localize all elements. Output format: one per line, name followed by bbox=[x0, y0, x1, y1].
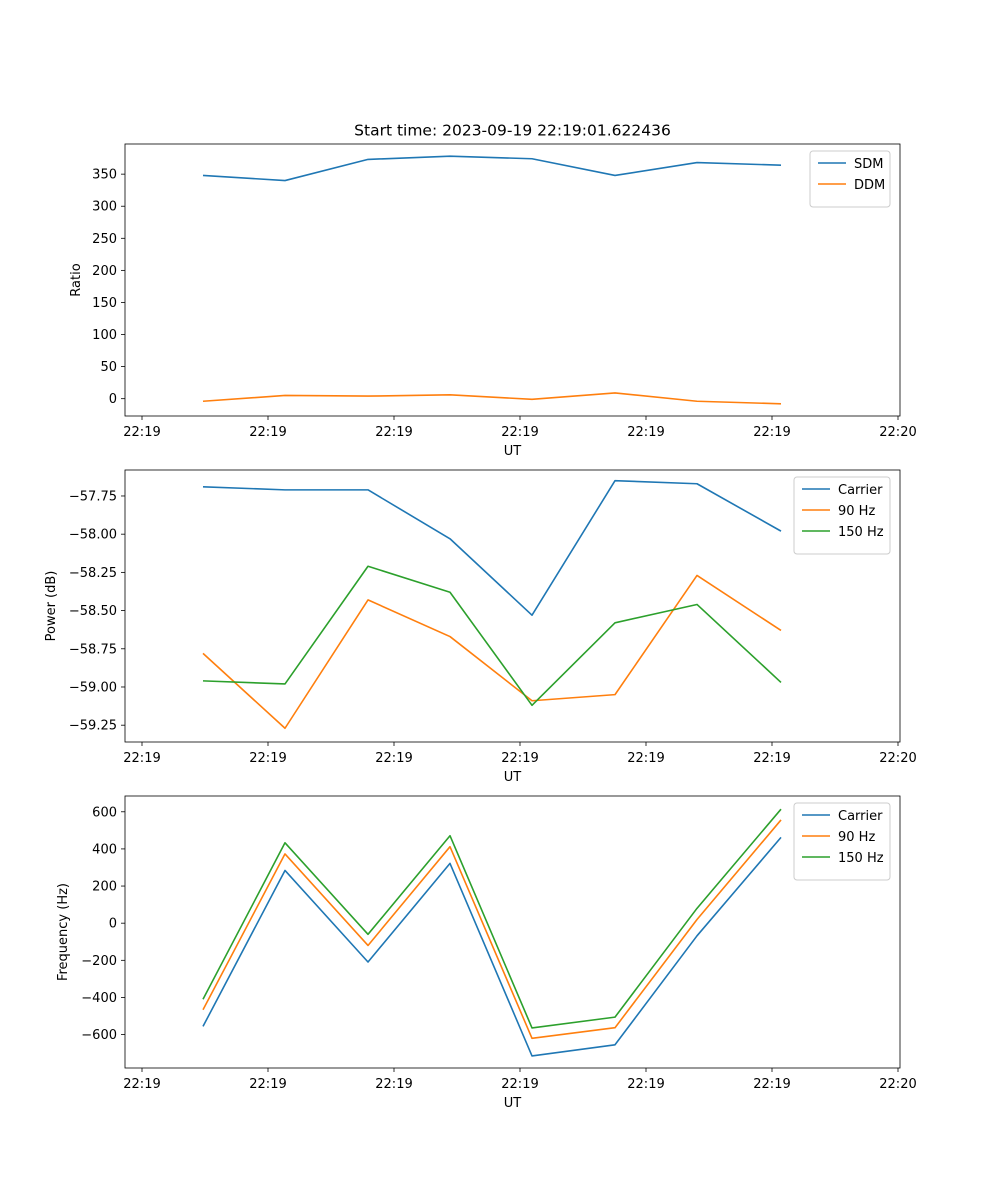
x-tick-label: 22:19 bbox=[375, 425, 412, 440]
chart-panel-3: 22:19 22:19 22:19 22:19 22:19 22:19 22:20 600 40… bbox=[56, 795, 917, 1111]
chart-title: Start time: 2023-09-19 22:19:01.622436 bbox=[354, 122, 671, 140]
legend-entry: DDM bbox=[854, 178, 885, 193]
legend bbox=[793, 476, 891, 555]
y-tick-label: 0 bbox=[109, 392, 117, 407]
y-axis-label: Ratio bbox=[69, 263, 84, 296]
legend-entry: Carrier bbox=[838, 809, 883, 824]
y-axis-label: Frequency (Hz) bbox=[56, 883, 71, 981]
plot-area-frame bbox=[124, 795, 901, 1069]
y-tick-label: −400 bbox=[81, 991, 117, 1006]
y-tick-label: 250 bbox=[92, 232, 117, 247]
x-tick-label: 22:19 bbox=[501, 425, 538, 440]
x-tick-label: 22:20 bbox=[879, 425, 916, 440]
y-tick-label: −57.75 bbox=[69, 489, 117, 504]
series-line-sdm bbox=[202, 155, 782, 182]
x-tick-label: 22:19 bbox=[249, 751, 286, 766]
y-tick-label: 400 bbox=[92, 842, 117, 857]
legend-entry: 150 Hz bbox=[838, 525, 884, 540]
legend-entry: 90 Hz bbox=[838, 504, 875, 519]
y-tick-label: −58.25 bbox=[69, 566, 117, 581]
x-tick-label: 22:19 bbox=[501, 1077, 538, 1092]
series-line-150-hz bbox=[202, 808, 782, 1029]
y-tick-label: 0 bbox=[109, 917, 117, 932]
x-tick-label: 22:19 bbox=[123, 425, 160, 440]
y-tick-label: −200 bbox=[81, 954, 117, 969]
series-line-ddm bbox=[202, 392, 782, 405]
y-tick-label: −600 bbox=[81, 1028, 117, 1043]
x-tick-label: 22:19 bbox=[627, 751, 664, 766]
y-tick-label: −58.50 bbox=[69, 604, 117, 619]
x-tick-label: 22:19 bbox=[375, 1077, 412, 1092]
legend bbox=[793, 802, 891, 881]
x-axis-label: UT bbox=[504, 1096, 522, 1111]
y-tick-label: 200 bbox=[92, 880, 117, 895]
chart-panel-2: 22:19 22:19 22:19 22:19 22:19 22:19 22:20 −57.7… bbox=[44, 469, 917, 785]
x-tick-label: 22:19 bbox=[375, 751, 412, 766]
series-line-150-hz bbox=[202, 565, 782, 707]
y-tick-label: 100 bbox=[92, 328, 117, 343]
legend-entry: Carrier bbox=[838, 483, 883, 498]
series-line-90-hz bbox=[202, 574, 782, 730]
y-tick-label: 50 bbox=[100, 360, 117, 375]
y-axis-label: Power (dB) bbox=[44, 571, 59, 642]
legend bbox=[809, 150, 891, 208]
legend-entry: SDM bbox=[854, 157, 883, 172]
y-tick-label: 300 bbox=[92, 200, 117, 215]
legend-entry: 90 Hz bbox=[838, 830, 875, 845]
series-line-carrier bbox=[202, 479, 782, 616]
x-tick-label: 22:19 bbox=[123, 751, 160, 766]
x-tick-label: 22:19 bbox=[627, 1077, 664, 1092]
x-axis-label: UT bbox=[504, 444, 522, 459]
x-tick-label: 22:19 bbox=[753, 1077, 790, 1092]
y-tick-label: 200 bbox=[92, 264, 117, 279]
plot-area-frame bbox=[124, 143, 901, 417]
x-tick-label: 22:19 bbox=[753, 751, 790, 766]
series-line-90-hz bbox=[202, 819, 782, 1040]
y-tick-label: 350 bbox=[92, 168, 117, 183]
legend-entry: 150 Hz bbox=[838, 851, 884, 866]
chart-panel-1: 22:19 22:19 22:19 22:19 22:19 22:19 22:20 0 50 10… bbox=[69, 143, 917, 459]
x-tick-label: 22:20 bbox=[879, 751, 916, 766]
x-tick-label: 22:19 bbox=[753, 425, 790, 440]
y-tick-label: 600 bbox=[92, 805, 117, 820]
x-tick-label: 22:19 bbox=[627, 425, 664, 440]
y-tick-label: −59.25 bbox=[69, 719, 117, 734]
y-tick-label: 150 bbox=[92, 296, 117, 311]
series-line-carrier bbox=[202, 836, 782, 1057]
x-tick-label: 22:19 bbox=[501, 751, 538, 766]
y-tick-label: −58.75 bbox=[69, 642, 117, 657]
y-tick-label: −58.00 bbox=[69, 528, 117, 543]
y-tick-label: −59.00 bbox=[69, 680, 117, 695]
plot-area-frame bbox=[124, 469, 901, 743]
x-tick-label: 22:19 bbox=[249, 1077, 286, 1092]
x-tick-label: 22:19 bbox=[123, 1077, 160, 1092]
x-tick-label: 22:20 bbox=[879, 1077, 916, 1092]
x-axis-label: UT bbox=[504, 770, 522, 785]
x-tick-label: 22:19 bbox=[249, 425, 286, 440]
